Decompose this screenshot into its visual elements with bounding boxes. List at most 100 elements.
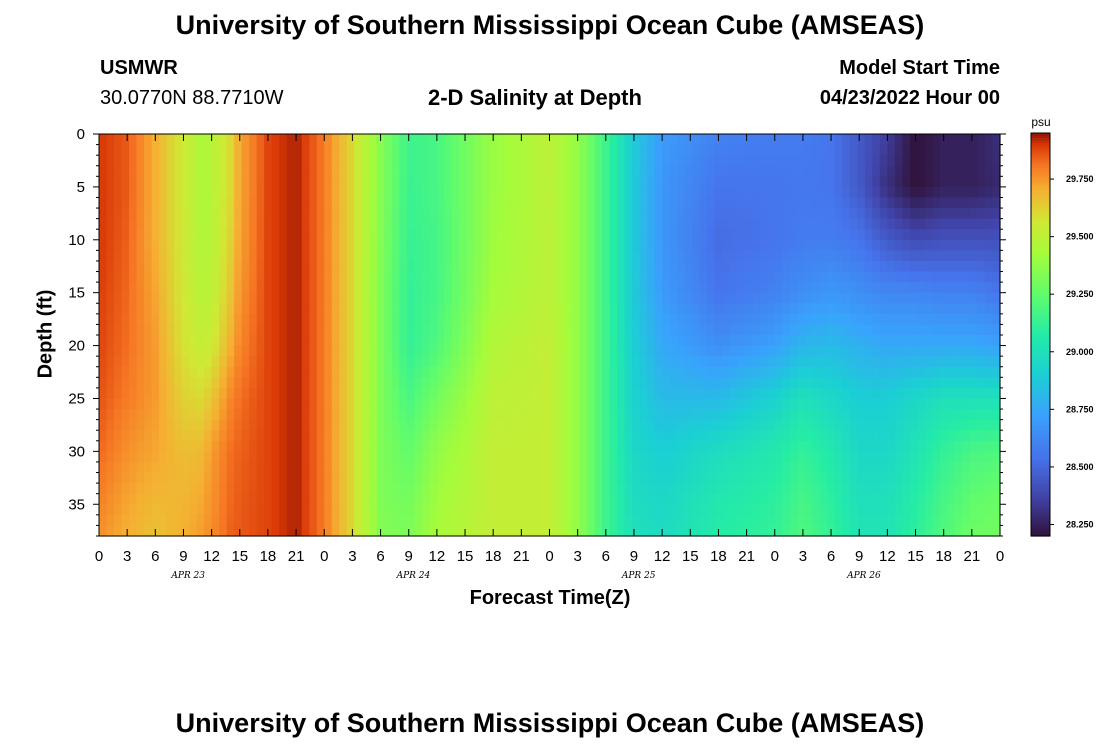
heatmap-cell — [744, 282, 753, 294]
heatmap-cell — [804, 366, 813, 378]
x-tick-label: 12 — [654, 548, 671, 565]
heatmap-cell — [632, 313, 641, 326]
heatmap-cell — [587, 144, 596, 156]
heatmap-cell — [391, 493, 400, 505]
heatmap-cell — [106, 229, 115, 241]
heatmap-cell — [519, 186, 528, 199]
heatmap-cell — [669, 430, 678, 442]
heatmap-cell — [129, 282, 138, 294]
heatmap-cell — [849, 313, 858, 326]
heatmap-cell — [511, 493, 521, 505]
x-tick-label: 9 — [630, 548, 638, 565]
heatmap-cell — [511, 514, 521, 527]
heatmap-cell — [309, 324, 318, 336]
heatmap-cell — [594, 356, 603, 368]
heatmap-cell — [909, 345, 919, 357]
heatmap-cell — [654, 324, 663, 336]
heatmap-cell — [939, 292, 949, 304]
heatmap-cell — [947, 387, 956, 400]
heatmap-cell — [894, 483, 903, 495]
heatmap-cell — [369, 155, 378, 167]
heatmap-cell — [211, 409, 220, 421]
heatmap-cell — [391, 483, 400, 495]
heatmap-cell — [166, 271, 175, 283]
heatmap-cell — [902, 155, 911, 167]
heatmap-cell — [166, 197, 175, 209]
heatmap-cell — [729, 165, 738, 177]
heatmap-cell — [789, 155, 798, 167]
heatmap-cell — [121, 271, 130, 283]
heatmap-cell — [196, 303, 205, 315]
heatmap-cell — [264, 313, 273, 326]
heatmap-cell — [812, 144, 821, 156]
heatmap-cell — [264, 419, 273, 431]
heatmap-cell — [752, 335, 761, 347]
heatmap-cell — [969, 313, 979, 326]
heatmap-cell — [587, 165, 596, 177]
heatmap-cell — [947, 377, 956, 389]
heatmap-cell — [406, 461, 415, 474]
heatmap-cell — [444, 144, 453, 156]
heatmap-cell — [632, 387, 641, 400]
heatmap-cell — [827, 493, 836, 505]
heatmap-cell — [662, 356, 671, 368]
heatmap-cell — [887, 144, 896, 156]
heatmap-cell — [797, 525, 806, 537]
heatmap-cell — [722, 239, 731, 251]
heatmap-cell — [249, 134, 258, 146]
heatmap-cell — [519, 208, 528, 220]
heatmap-cell — [436, 134, 445, 146]
heatmap-cell — [211, 250, 220, 262]
heatmap-cell — [286, 366, 295, 378]
heatmap-cell — [954, 303, 964, 315]
heatmap-cell — [264, 398, 273, 410]
heatmap-cell — [541, 461, 551, 474]
heatmap-cell — [114, 155, 123, 167]
heatmap-cell — [519, 525, 528, 537]
heatmap-cell — [489, 260, 498, 273]
heatmap-cell — [857, 409, 866, 421]
heatmap-cell — [99, 504, 108, 516]
heatmap-cell — [924, 430, 934, 442]
heatmap-cell — [436, 271, 445, 283]
colorbar-swatch — [1031, 253, 1050, 258]
heatmap-cell — [339, 345, 348, 357]
heatmap-cell — [361, 271, 370, 283]
heatmap-cell — [932, 155, 941, 167]
heatmap-cell — [939, 197, 949, 209]
heatmap-cell — [782, 366, 791, 378]
heatmap-cell — [587, 229, 596, 241]
heatmap-cell — [872, 514, 881, 527]
heatmap-cell — [759, 419, 768, 431]
heatmap-cell — [136, 430, 145, 442]
colorbar-swatch — [1031, 518, 1050, 522]
heatmap-cell — [722, 292, 731, 304]
x-tick-label: 0 — [95, 548, 103, 565]
heatmap-cell — [271, 134, 280, 146]
heatmap-cell — [879, 514, 888, 527]
chart-subtitle: 2-D Salinity at Depth — [428, 85, 642, 110]
heatmap-cell — [211, 451, 220, 463]
colorbar-tick-label: 29.500 — [1066, 232, 1094, 242]
heatmap-cell — [496, 356, 506, 368]
heatmap-cell — [879, 493, 888, 505]
heatmap-cell — [459, 356, 468, 368]
heatmap-cell — [699, 239, 708, 251]
heatmap-cell — [624, 430, 633, 442]
heatmap-cell — [541, 313, 551, 326]
heatmap-cell — [564, 483, 573, 495]
heatmap-cell — [767, 345, 776, 357]
heatmap-cell — [369, 387, 378, 400]
heatmap-cell — [384, 472, 393, 484]
heatmap-cell — [924, 493, 934, 505]
heatmap-cell — [842, 366, 851, 378]
heatmap-cell — [992, 356, 1001, 368]
heatmap-cell — [729, 218, 738, 230]
heatmap-cell — [204, 356, 213, 368]
heatmap-cell — [632, 472, 641, 484]
heatmap-cell — [114, 165, 123, 177]
heatmap-cell — [782, 229, 791, 241]
heatmap-cell — [204, 419, 213, 431]
heatmap-cell — [917, 239, 926, 251]
heatmap-cell — [384, 451, 393, 463]
